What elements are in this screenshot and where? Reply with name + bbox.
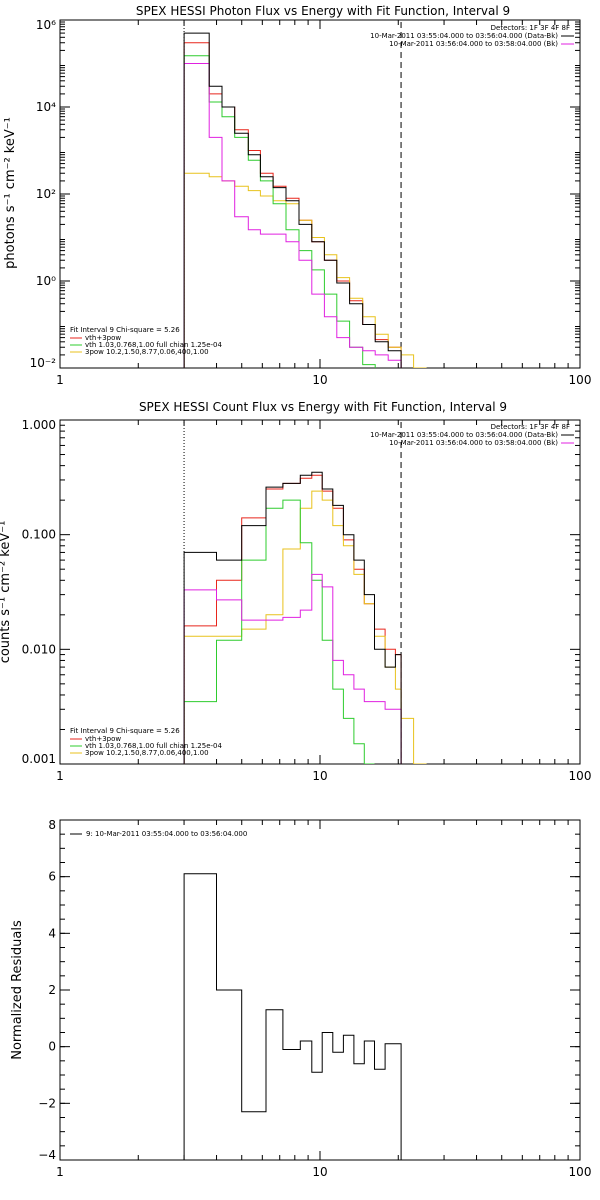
residuals-legend: 9: 10-Mar-2011 03:55:04.000 to 03:56:04.… [70, 830, 247, 838]
count-flux-series-3pow [183, 490, 427, 764]
count-flux-legend-fit-header: Fit Interval 9 Chi-square = 5.26 [70, 727, 180, 735]
count-flux-y-tick-label: 1.000 [22, 418, 56, 432]
count-flux-legend-lower: Fit Interval 9 Chi-square = 5.26 vth+3po… [70, 727, 223, 757]
photon-flux-series-bk [183, 63, 402, 368]
photon-flux-series-vth+3pow [183, 42, 402, 368]
count-flux-plot-frame [59, 419, 581, 765]
residuals-legend-entry: 9: 10-Mar-2011 03:55:04.000 to 03:56:04.… [86, 830, 247, 838]
residuals-series-residuals [183, 873, 402, 1160]
photon-flux-x-tick-label: 100 [569, 373, 592, 387]
count-flux-legend-upper: Detectors: 1F 3F 4F 8F 10-Mar-2011 03:55… [370, 423, 574, 447]
residuals-marks: 1 10 100 −4 −2 0 2 4 6 8 [38, 818, 591, 1179]
count-flux-marks: 1 10 100 0.001 0.010 0.100 1.000 [22, 418, 592, 783]
residuals-x-tick-label: 1 [56, 1165, 64, 1179]
residuals-y-label: Normalized Residuals [10, 920, 25, 1060]
count-flux-legend-bk: 10-Mar-2011 03:56:04.000 to 03:58:04.000… [389, 439, 558, 447]
residuals-panel: Normalized Residuals 1 10 100 −4 −2 0 2 4 6 8 9: … [10, 818, 591, 1179]
photon-flux-legend-lower: Fit Interval 9 Chi-square = 5.26 vth+3po… [70, 326, 223, 356]
residuals-y-tick-label: 6 [48, 870, 56, 884]
count-flux-y-label: counts s⁻¹ cm⁻² keV⁻¹ [0, 521, 13, 664]
count-flux-series-data_bk [183, 471, 402, 764]
count-flux-legend-vth3pow: vth+3pow [85, 735, 121, 743]
count-flux-series-vth [183, 499, 375, 764]
residuals-y-tick-label: 2 [48, 983, 56, 997]
count-flux-legend-data-bk: 10-Mar-2011 03:55:04.000 to 03:56:04.000… [370, 431, 558, 439]
photon-flux-x-tick-label: 1 [56, 373, 64, 387]
count-flux-x-tick-label: 10 [312, 769, 327, 783]
photon-flux-y-tick-label: 10⁴ [36, 100, 56, 114]
photon-flux-y-tick-label: 10² [36, 187, 56, 201]
residuals-y-tick-label: −2 [38, 1096, 56, 1110]
photon-flux-marks: 1 10 100 10⁻² 10⁰ 10² 10⁴ 10⁶ [30, 18, 592, 387]
count-flux-legend-3pow: 3pow 10.2,1.50,8.77,0.06,400,1.00 [85, 749, 209, 757]
count-flux-series-vth+3pow [183, 474, 402, 764]
photon-flux-legend-fit-header: Fit Interval 9 Chi-square = 5.26 [70, 326, 180, 334]
residuals-x-tick-label: 100 [569, 1165, 592, 1179]
photon-flux-series-3pow [183, 172, 427, 368]
photon-flux-panel: SPEX HESSI Photon Flux vs Energy with Fi… [3, 4, 591, 387]
photon-flux-series-data_bk [183, 32, 402, 368]
count-flux-series-bk [183, 573, 402, 764]
residuals-x-tick-label: 10 [312, 1165, 327, 1179]
residuals-y-tick-label: 0 [48, 1040, 56, 1054]
photon-flux-legend-detectors: Detectors: 1F 3F 4F 8F [491, 24, 570, 32]
photon-flux-series-vth [183, 55, 376, 368]
photon-flux-title: SPEX HESSI Photon Flux vs Energy with Fi… [136, 4, 510, 18]
count-flux-x-tick-label: 100 [569, 769, 592, 783]
photon-flux-y-tick-label: 10⁰ [36, 274, 56, 288]
photon-flux-legend-vth3pow: vth+3pow [85, 334, 121, 342]
residuals-plot-frame [59, 819, 581, 1161]
count-flux-y-tick-label: 0.001 [22, 752, 56, 766]
count-flux-legend-vth: vth 1.03,0.768,1.00 full chian 1.25e-04 [85, 742, 223, 750]
photon-flux-x-tick-label: 10 [312, 373, 327, 387]
photon-flux-legend-upper: Detectors: 1F 3F 4F 8F 10-Mar-2011 03:55… [370, 24, 574, 48]
photon-flux-legend-bk: 10-Mar-2011 03:56:04.000 to 03:58:04.000… [389, 40, 558, 48]
count-flux-y-tick-label: 0.100 [22, 528, 56, 542]
residuals-y-tick-label: 8 [48, 818, 56, 832]
count-flux-panel: SPEX HESSI Count Flux vs Energy with Fit… [0, 400, 591, 783]
photon-flux-legend-data-bk: 10-Mar-2011 03:55:04.000 to 03:56:04.000… [370, 32, 558, 40]
photon-flux-legend-3pow: 3pow 10.2,1.50,8.77,0.06,400,1.00 [85, 348, 209, 356]
photon-flux-y-tick-label: 10⁶ [36, 18, 56, 32]
photon-flux-y-label: photons s⁻¹ cm⁻² keV⁻¹ [3, 117, 18, 269]
residuals-y-tick-label: 4 [48, 926, 56, 940]
count-flux-y-tick-label: 0.010 [22, 642, 56, 656]
residuals-y-tick-label: −4 [38, 1148, 56, 1162]
count-flux-legend-detectors: Detectors: 1F 3F 4F 8F [491, 423, 570, 431]
photon-flux-y-tick-label: 10⁻² [30, 356, 57, 370]
count-flux-x-tick-label: 1 [56, 769, 64, 783]
photon-flux-plot-frame [59, 19, 581, 369]
count-flux-title: SPEX HESSI Count Flux vs Energy with Fit… [139, 400, 507, 414]
photon-flux-legend-vth: vth 1.03,0.768,1.00 full chian 1.25e-04 [85, 341, 223, 349]
